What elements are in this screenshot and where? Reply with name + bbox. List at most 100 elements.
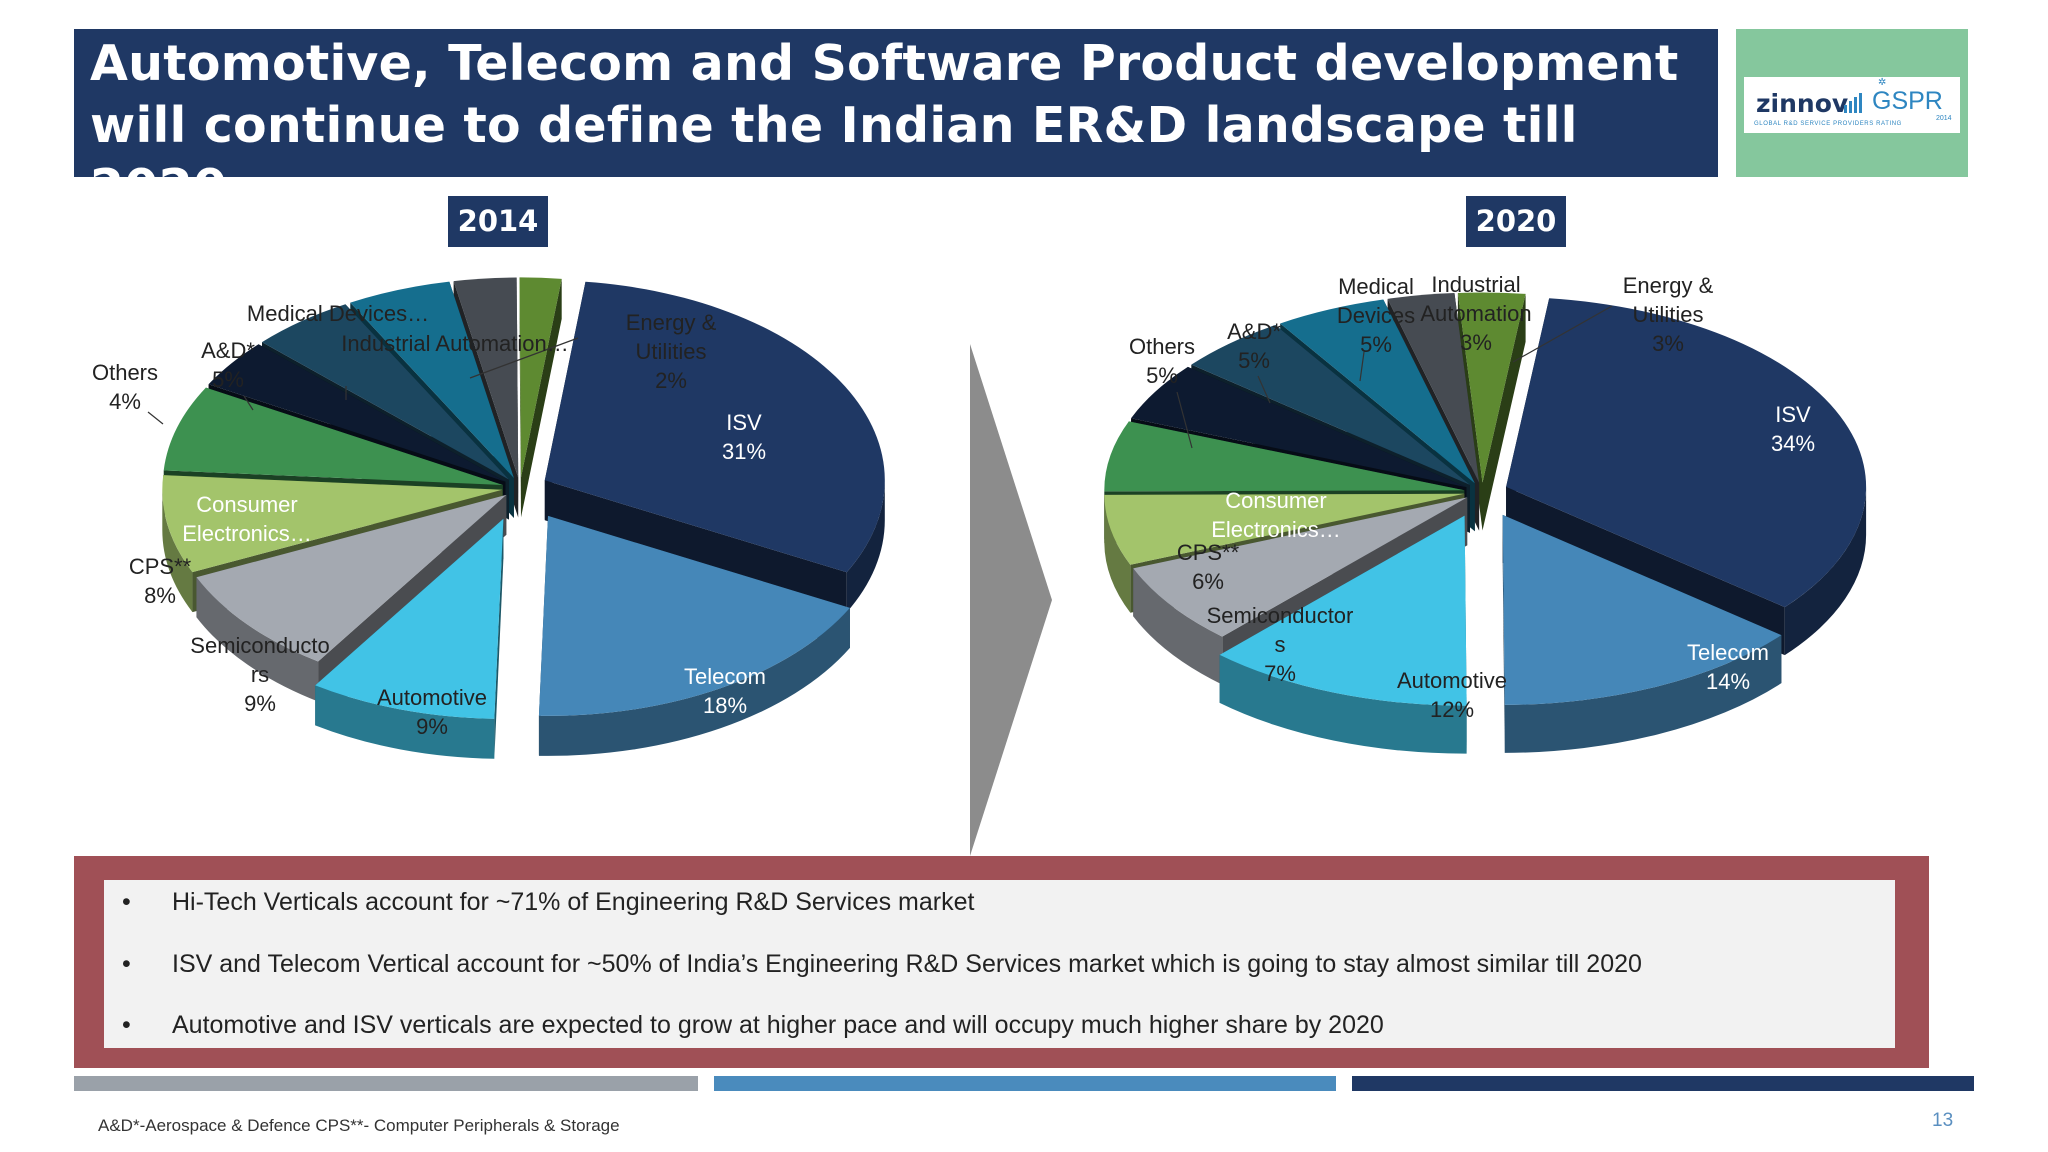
slice-label-line: ISV	[1775, 402, 1811, 427]
slice-edge	[1133, 568, 1223, 685]
slice-label: Telecom 18%	[684, 664, 766, 718]
slice-label: A&D* 5%	[1227, 319, 1281, 373]
slice-label: Energy & Utilities 2%	[626, 310, 717, 393]
pie-slice-Energy & Utilities	[519, 277, 562, 518]
slice-label-line: Automation	[1420, 301, 1531, 326]
slice-label: A&D* 5%	[201, 338, 255, 392]
slice-label-line: Energy &	[1623, 273, 1714, 298]
insight-text: Hi-Tech Verticals account for ~71% of En…	[172, 888, 975, 916]
slice-label-line: Utilities	[1633, 302, 1704, 327]
insight-text: Automotive and ISV verticals are expecte…	[172, 1011, 1384, 1039]
pie-slice-Telecom	[538, 515, 850, 756]
slice-top	[1104, 493, 1465, 565]
slice-edge	[1104, 494, 1131, 613]
title-banner: Automotive, Telecom and Software Product…	[74, 29, 1718, 216]
slice-label: ISV 31%	[722, 410, 766, 464]
zinnov-gspr-logo: zinnov ✲ GSPR 2014 GLOBAL R&D SERVICE PR…	[1744, 77, 1960, 133]
slice-label: Others 5%	[1129, 334, 1195, 388]
slice-label-line: 34%	[1771, 431, 1815, 456]
insight-text: ISV and Telecom Vertical account for ~50…	[172, 950, 1642, 978]
slice-label-line: 9%	[244, 691, 276, 716]
slice-label-line: 31%	[722, 439, 766, 464]
slice-label-line: 5%	[1360, 332, 1392, 357]
slice-label-line: Utilities	[636, 339, 707, 364]
slice-label: CPS** 6%	[1177, 540, 1240, 594]
logo-year: 2014	[1936, 115, 1952, 122]
leader-line	[1257, 375, 1271, 404]
slice-top	[196, 494, 507, 662]
slice-label: Consumer Electronics…	[182, 492, 312, 546]
slice-edge	[196, 577, 319, 702]
pie-slice-ISV	[544, 281, 885, 613]
slice-label: Others 4%	[92, 360, 158, 414]
footer-bar-gray	[74, 1076, 698, 1091]
footer-bar-navy	[1352, 1076, 1974, 1091]
footnote: A&D*-Aerospace & Defence CPS**- Computer…	[98, 1116, 620, 1135]
slice-top	[262, 304, 509, 480]
logo-bars-icon	[1844, 93, 1864, 113]
slice-label-line: Devices	[1337, 303, 1415, 328]
logo-star-icon: ✲	[1878, 77, 1887, 88]
slice-top	[350, 281, 514, 478]
slice-top	[208, 344, 506, 482]
slice-edge	[315, 685, 495, 759]
slice-label-line: Industrial Automation…	[341, 331, 568, 356]
slice-top	[1502, 514, 1782, 705]
slice-label-line: A&D*	[201, 338, 255, 363]
slice-label: CPS** 8%	[129, 554, 192, 608]
slice-edge	[538, 607, 850, 756]
key-insights-box: • Hi-Tech Verticals account for ~71% of …	[74, 856, 1929, 1068]
slice-label: Energy & Utilities 3%	[1623, 273, 1714, 356]
slice-label-line: A&D*	[1227, 319, 1281, 344]
slice-top	[162, 475, 503, 573]
slice-label-line: 8%	[144, 583, 176, 608]
slice-top	[1457, 292, 1526, 483]
slice-label-line: Electronics…	[182, 521, 312, 546]
slice-label: Consumer Electronics…	[1211, 488, 1341, 542]
logo-rating: GSPR	[1872, 87, 1943, 115]
slice-label: Medical Devices 5%	[1337, 274, 1415, 357]
slice-top	[1219, 515, 1467, 706]
slice-wall	[1482, 293, 1526, 531]
slice-edge	[162, 489, 193, 613]
slice-label-line: ISV	[726, 410, 762, 435]
slice-label-line: Energy &	[626, 310, 717, 335]
bullet-dot: •	[122, 950, 131, 978]
slice-label-line: Medical Devices…	[247, 301, 429, 326]
slice-label: Automotive 9%	[377, 685, 487, 739]
slice-wall	[494, 518, 504, 759]
slice-label: Semiconducto rs 9%	[190, 633, 329, 716]
slice-label: ISV 34%	[1771, 402, 1815, 456]
leader-line	[147, 411, 164, 425]
slice-label-line: 3%	[1460, 330, 1492, 355]
arrow-shape	[970, 344, 1052, 856]
slice-wall	[1502, 514, 1505, 753]
slice-label-line: Automotive	[1397, 668, 1507, 693]
slice-label-line: 2%	[655, 368, 687, 393]
slice-label-line: Others	[1129, 334, 1195, 359]
footer-bar-blue	[714, 1076, 1336, 1091]
pie-2014: ISV 31% Telecom 18% Automotive 9% Semiconducto…	[92, 277, 885, 759]
slice-wall	[521, 278, 562, 518]
slice-wall	[519, 277, 521, 518]
pie-slice-Automotive	[1219, 515, 1467, 754]
slice-label-line: Others	[92, 360, 158, 385]
slice-label-line: 14%	[1706, 669, 1750, 694]
slice-top	[1133, 497, 1468, 637]
leader-line	[469, 337, 579, 379]
slice-label-line: 3%	[1652, 331, 1684, 356]
slice-label-line: Electronics…	[1211, 517, 1341, 542]
slice-label-line: 9%	[416, 714, 448, 739]
slice-label-line: 5%	[1238, 348, 1270, 373]
slice-label: Industrial Automation 3%	[1420, 272, 1531, 355]
slice-label-line: 7%	[1264, 661, 1296, 686]
slice-label-line: Consumer	[1225, 488, 1326, 513]
slice-label: Industrial Automation…	[341, 331, 568, 356]
pie-2020: ISV 34% Telecom 14% Automotive 12% Semiconduct…	[1104, 272, 1867, 754]
chart-title-2020: 2020	[1466, 196, 1566, 247]
logo-brand: zinnov	[1756, 89, 1849, 118]
chart-title-2014: 2014	[448, 196, 548, 247]
leader-line	[1176, 391, 1193, 449]
slice-label-line: Semiconducto	[190, 633, 329, 658]
key-insights-panel: • Hi-Tech Verticals account for ~71% of …	[104, 880, 1895, 1048]
